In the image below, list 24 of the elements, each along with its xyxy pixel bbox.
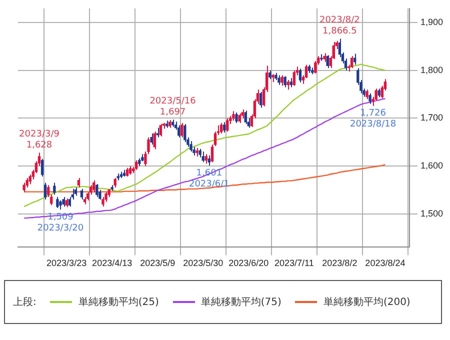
- x-tick-label: 2023/3/23: [46, 258, 87, 268]
- x-tick-label: 2023/5/30: [183, 258, 224, 268]
- y-tick-label: 1,600: [420, 160, 444, 170]
- legend-title: 上段:: [13, 296, 36, 309]
- legend-label: 単純移動平均(200): [323, 296, 410, 309]
- y-tick-label: 1,900: [420, 17, 444, 28]
- legend-label: 単純移動平均(75): [200, 296, 282, 309]
- annotation: 2023/3/9 1,628: [19, 129, 60, 150]
- annotation: 1,509 2023/3/20: [37, 212, 84, 234]
- candlestick: [320, 54, 323, 62]
- y-tick-label: 1,500: [420, 208, 444, 218]
- x-tick-label: 2023/8/2: [322, 258, 358, 268]
- annotation: 2023/8/2 1,866.5: [319, 16, 360, 37]
- y-tick-label: 1,800: [420, 64, 444, 75]
- y-tick-label: 1,700: [420, 112, 444, 123]
- x-tick-label: 2023/8/24: [365, 258, 406, 268]
- x-tick-label: 2023/4/13: [92, 258, 132, 268]
- x-tick-label: 2023/5/9: [140, 258, 176, 268]
- annotation: 1,726 2023/8/18: [350, 108, 396, 130]
- candlestick: [110, 184, 114, 192]
- annotation: 2023/5/16 1,697: [150, 96, 196, 118]
- legend-label: 単純移動平均(25): [78, 296, 159, 309]
- x-tick-label: 2023/6/20: [228, 258, 269, 268]
- x-tick-label: 2023/7/11: [274, 258, 314, 268]
